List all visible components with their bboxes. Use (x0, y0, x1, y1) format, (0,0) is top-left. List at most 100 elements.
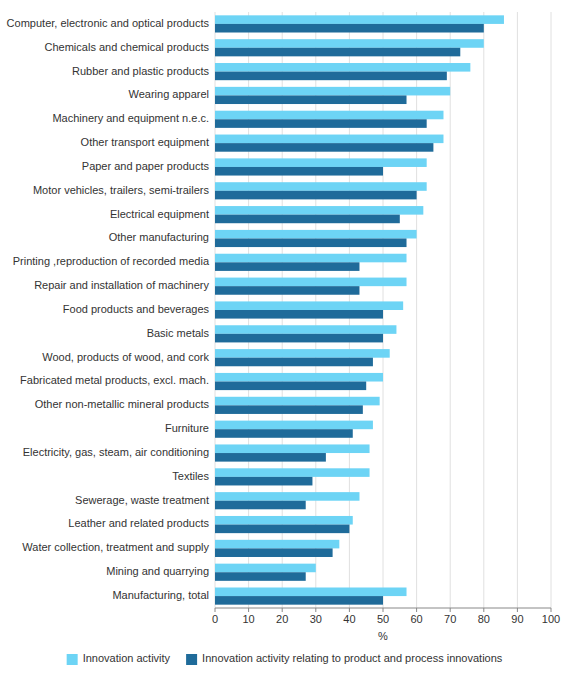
bar (215, 373, 383, 382)
bar (215, 405, 363, 414)
legend-label: Innovation activity (83, 652, 171, 664)
tick-label: 30 (310, 613, 322, 625)
tick-label: 0 (212, 613, 218, 625)
category-label: Fabricated metal products, excl. mach. (20, 374, 209, 386)
bar (215, 238, 407, 247)
bar (215, 587, 407, 596)
axis-title: % (378, 630, 388, 642)
legend-label: Innovation activity relating to product … (202, 652, 503, 664)
bar (215, 382, 366, 391)
category-label: Manufacturing, total (112, 589, 209, 601)
page: {"chart_data": {"type": "bar", "orientat… (0, 0, 569, 682)
tick-mark (517, 608, 518, 612)
category-label: Chemicals and chemical products (45, 41, 210, 53)
category-label: Repair and installation of machinery (34, 279, 209, 291)
bar (215, 572, 306, 581)
category-label: Paper and paper products (82, 160, 210, 172)
grid (215, 12, 551, 608)
bar (215, 72, 447, 81)
category-label: Rubber and plastic products (72, 65, 209, 77)
bar (215, 39, 484, 48)
bar (215, 191, 417, 200)
category-label: Furniture (165, 422, 209, 434)
bar (215, 167, 383, 176)
bars (215, 15, 504, 604)
category-label: Textiles (172, 470, 209, 482)
legend: Innovation activity Innovation activity r… (67, 652, 503, 665)
bar (215, 325, 396, 334)
tick-label: 40 (343, 613, 355, 625)
tick-label: 90 (511, 613, 523, 625)
grid-line (450, 12, 451, 608)
bar (215, 15, 504, 24)
bar (215, 477, 312, 486)
bar (215, 262, 359, 271)
category-label: Other transport equipment (81, 136, 209, 148)
bar (215, 254, 407, 263)
category-label: Leather and related products (68, 517, 209, 529)
tick-label: 70 (444, 613, 456, 625)
bar (215, 334, 383, 343)
tick-mark (282, 608, 283, 612)
tick-label: 50 (377, 613, 389, 625)
tick-mark (450, 608, 451, 612)
bar (215, 24, 484, 33)
bar (215, 143, 433, 152)
bar (215, 453, 326, 462)
bar (215, 48, 460, 57)
category-label: Machinery and equipment n.e.c. (52, 112, 209, 124)
bar (215, 596, 383, 605)
category-label: Motor vehicles, trailers, semi-trailers (33, 184, 210, 196)
legend-swatch (186, 654, 197, 665)
category-label: Water collection, treatment and supply (22, 541, 209, 553)
bar (215, 397, 380, 406)
bar (215, 158, 427, 167)
category-label: Other non-metallic mineral products (35, 398, 210, 410)
category-label: Printing ,reproduction of recorded media (13, 255, 210, 267)
category-label: Basic metals (147, 327, 210, 339)
category-label: Computer, electronic and optical product… (7, 17, 210, 29)
category-label: Electricity, gas, steam, air conditionin… (23, 446, 209, 458)
tick-mark (416, 608, 417, 612)
grid-line (483, 12, 484, 608)
y-axis-labels: Computer, electronic and optical product… (7, 17, 210, 601)
bar (215, 135, 443, 144)
tick-mark (551, 608, 552, 612)
tick-label: 80 (478, 613, 490, 625)
legend-swatch (67, 654, 78, 665)
grid-line (517, 12, 518, 608)
tick-label: 20 (276, 613, 288, 625)
bar (215, 525, 349, 534)
x-axis: 0102030405060708090100% (212, 608, 560, 642)
legend-item: Innovation activity relating to product … (186, 652, 503, 665)
grid-line (416, 12, 417, 608)
category-label: Mining and quarrying (106, 565, 209, 577)
category-label: Wood, products of wood, and cork (42, 351, 209, 363)
tick-mark (483, 608, 484, 612)
bar (215, 278, 407, 287)
category-label: Wearing apparel (128, 88, 209, 100)
tick-mark (215, 608, 216, 612)
tick-label: 60 (410, 613, 422, 625)
bar (215, 95, 407, 104)
legend-item: Innovation activity (67, 652, 171, 665)
bar (215, 421, 373, 430)
tick-label: 100 (542, 613, 560, 625)
bar (215, 119, 427, 128)
bar (215, 429, 353, 438)
bar (215, 215, 400, 224)
bar (215, 516, 353, 525)
bar (215, 540, 339, 549)
bar (215, 310, 383, 319)
bar (215, 206, 423, 215)
category-label: Food products and beverages (63, 303, 210, 315)
bar (215, 63, 470, 72)
bar (215, 358, 373, 367)
bar (215, 468, 370, 477)
bar (215, 548, 333, 557)
category-label: Electrical equipment (110, 208, 209, 220)
bar (215, 564, 316, 573)
bar (215, 111, 443, 120)
tick-mark (349, 608, 350, 612)
bar (215, 87, 450, 96)
